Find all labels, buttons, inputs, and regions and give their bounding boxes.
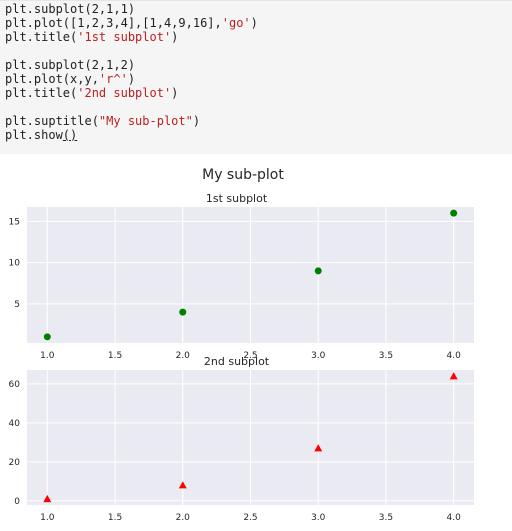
data-point	[314, 444, 323, 452]
subplot-2: 1.0 1.5 2.0 2.5 3.0 3.5 4.0 0 20 40 60 2nd subplot	[9, 355, 474, 523]
code-line: plt.plot(x,y,'r^')	[5, 72, 258, 86]
code-text: plt.title(	[5, 30, 78, 44]
x-tick-label: 1.5	[108, 351, 122, 361]
code-text: plt.show	[5, 128, 63, 142]
code-line: plt.subplot(2,1,1)	[5, 2, 258, 16]
x-tick-label: 2.5	[243, 513, 257, 523]
code-text: plt.suptitle(	[5, 114, 99, 128]
x-tick-label: 2.0	[176, 351, 191, 361]
suptitle: My sub-plot	[202, 167, 284, 183]
x-tick-label: 1.0	[40, 513, 55, 523]
x-tick-label: 4.0	[447, 513, 462, 523]
code-string: 'r^'	[98, 72, 128, 86]
y-tick-label: 5	[14, 300, 20, 310]
subplot-1: 1.0 1.5 2.0 2.5 3.0 3.5 4.0 5 10 15 1st subplot	[9, 192, 474, 361]
subplot-title: 2nd subplot	[204, 355, 270, 368]
y-tick-label: 0	[14, 497, 20, 507]
code-text: )	[127, 72, 136, 86]
code-string: 'go'	[221, 16, 251, 30]
data-point	[178, 481, 187, 489]
data-point	[450, 209, 458, 217]
code-cell[interactable]: plt.subplot(2,1,1) plt.plot([1,2,3,4],[1,…	[0, 0, 512, 154]
x-tick-label: 1.0	[40, 351, 55, 361]
code-text: )	[171, 30, 179, 44]
code-text: )	[171, 86, 179, 100]
x-tick-label: 3.0	[311, 513, 326, 523]
code-line	[5, 44, 258, 58]
code-string: "My sub-plot"	[98, 114, 193, 128]
code-line: plt.suptitle("My sub-plot")	[5, 114, 258, 128]
code-line: plt.show()	[5, 128, 258, 142]
code-text: ()	[62, 128, 78, 142]
subplot-title: 1st subplot	[206, 192, 268, 205]
y-tick-label: 60	[9, 380, 21, 390]
y-tick-label: 10	[9, 259, 21, 269]
x-tick-label: 1.5	[108, 513, 122, 523]
x-tick-label: 2.0	[176, 513, 191, 523]
data-point	[43, 494, 52, 503]
code-string: '1st subplot'	[77, 30, 172, 44]
code-line: plt.subplot(2,1,2)	[5, 58, 258, 72]
x-tick-label: 3.5	[379, 351, 393, 361]
code-line: plt.title('2nd subplot')	[5, 86, 258, 100]
code-line	[5, 100, 258, 114]
code-string: '2nd subplot'	[77, 86, 172, 100]
x-tick-label: 2.5	[243, 351, 257, 361]
y-tick-label: 20	[9, 458, 21, 468]
code-line: plt.title('1st subplot')	[5, 30, 258, 44]
y-tick-label: 15	[9, 217, 20, 227]
code-text: plt.plot(x,y,	[5, 72, 99, 86]
output-area: My sub-plot 1.0 1.5 2.0 2.5 3.0 3.5 4.0 5 10 15 1s…	[0, 154, 512, 527]
code-text: plt.title(	[5, 86, 78, 100]
x-tick-label: 4.0	[447, 351, 462, 361]
y-tick-label: 40	[9, 419, 21, 429]
code-text: plt.plot([1,2,3,4],[1,4,9,16],	[5, 16, 222, 30]
data-point	[179, 308, 187, 316]
data-point	[43, 333, 51, 341]
code-text: plt.subplot(2,1,1)	[5, 2, 136, 16]
figure: My sub-plot 1.0 1.5 2.0 2.5 3.0 3.5 4.0 5 10 15 1s…	[9, 167, 474, 523]
code-text: )	[250, 16, 258, 30]
code-line: plt.plot([1,2,3,4],[1,4,9,16],'go')	[5, 16, 258, 30]
code-editor[interactable]: plt.subplot(2,1,1) plt.plot([1,2,3,4],[1,…	[5, 2, 258, 142]
code-text: plt.subplot(2,1,2)	[5, 58, 136, 72]
data-point	[449, 372, 458, 380]
x-tick-label: 3.0	[311, 351, 326, 361]
code-text: )	[192, 114, 201, 128]
data-point	[314, 267, 322, 275]
x-tick-label: 3.5	[379, 513, 393, 523]
